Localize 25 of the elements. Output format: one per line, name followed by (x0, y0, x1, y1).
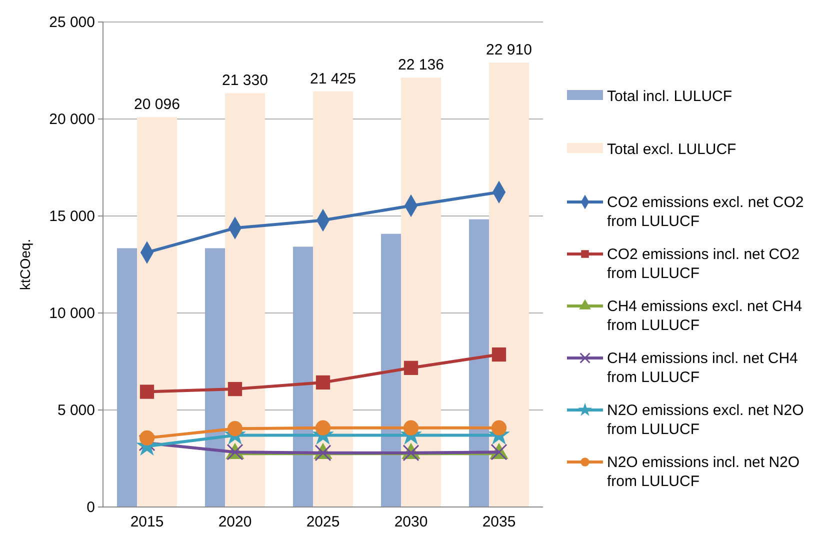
legend-label: N2O emissions incl. net N2O from LULUCF (607, 454, 800, 490)
legend-label: N2O emissions excl. net N2O from LULUCF (607, 402, 804, 438)
legend-label: CH4 emissions excl. net CH4 from LULUCF (607, 298, 802, 334)
y-tick-label: 10 000 (49, 304, 95, 322)
data-label: 21 330 (222, 72, 268, 90)
y-axis-title: ktCOeq. (17, 238, 33, 290)
legend-label: CO2 emissions excl. net CO2 from LULUCF (607, 194, 804, 230)
x-tick-label: 2020 (218, 514, 252, 530)
data-label: 20 096 (134, 96, 180, 114)
y-tick-label: 15 000 (49, 208, 95, 225)
x-tick-label: 2035 (482, 514, 516, 530)
x-tick-label: 2015 (130, 514, 164, 530)
legend-label: CH4 emissions incl. net CH4 from LULUCF (607, 350, 798, 386)
legend-label: Total excl. LULUCF (607, 141, 736, 158)
data-label: 22 136 (398, 56, 444, 74)
data-label: 21 425 (310, 70, 356, 88)
y-tick-label: 25 000 (49, 14, 95, 31)
legend-label: CO2 emissions incl. net CO2 from LULUCF (607, 246, 800, 282)
y-tick-label: 20 000 (49, 110, 95, 128)
data-label: 22 910 (486, 42, 532, 59)
y-tick-label: 5 000 (57, 402, 95, 419)
x-tick-label: 2025 (306, 514, 340, 530)
legend-label: Total incl. LULUCF (607, 88, 732, 105)
x-tick-label: 2030 (394, 514, 428, 530)
y-tick-label: 0 (86, 498, 95, 516)
